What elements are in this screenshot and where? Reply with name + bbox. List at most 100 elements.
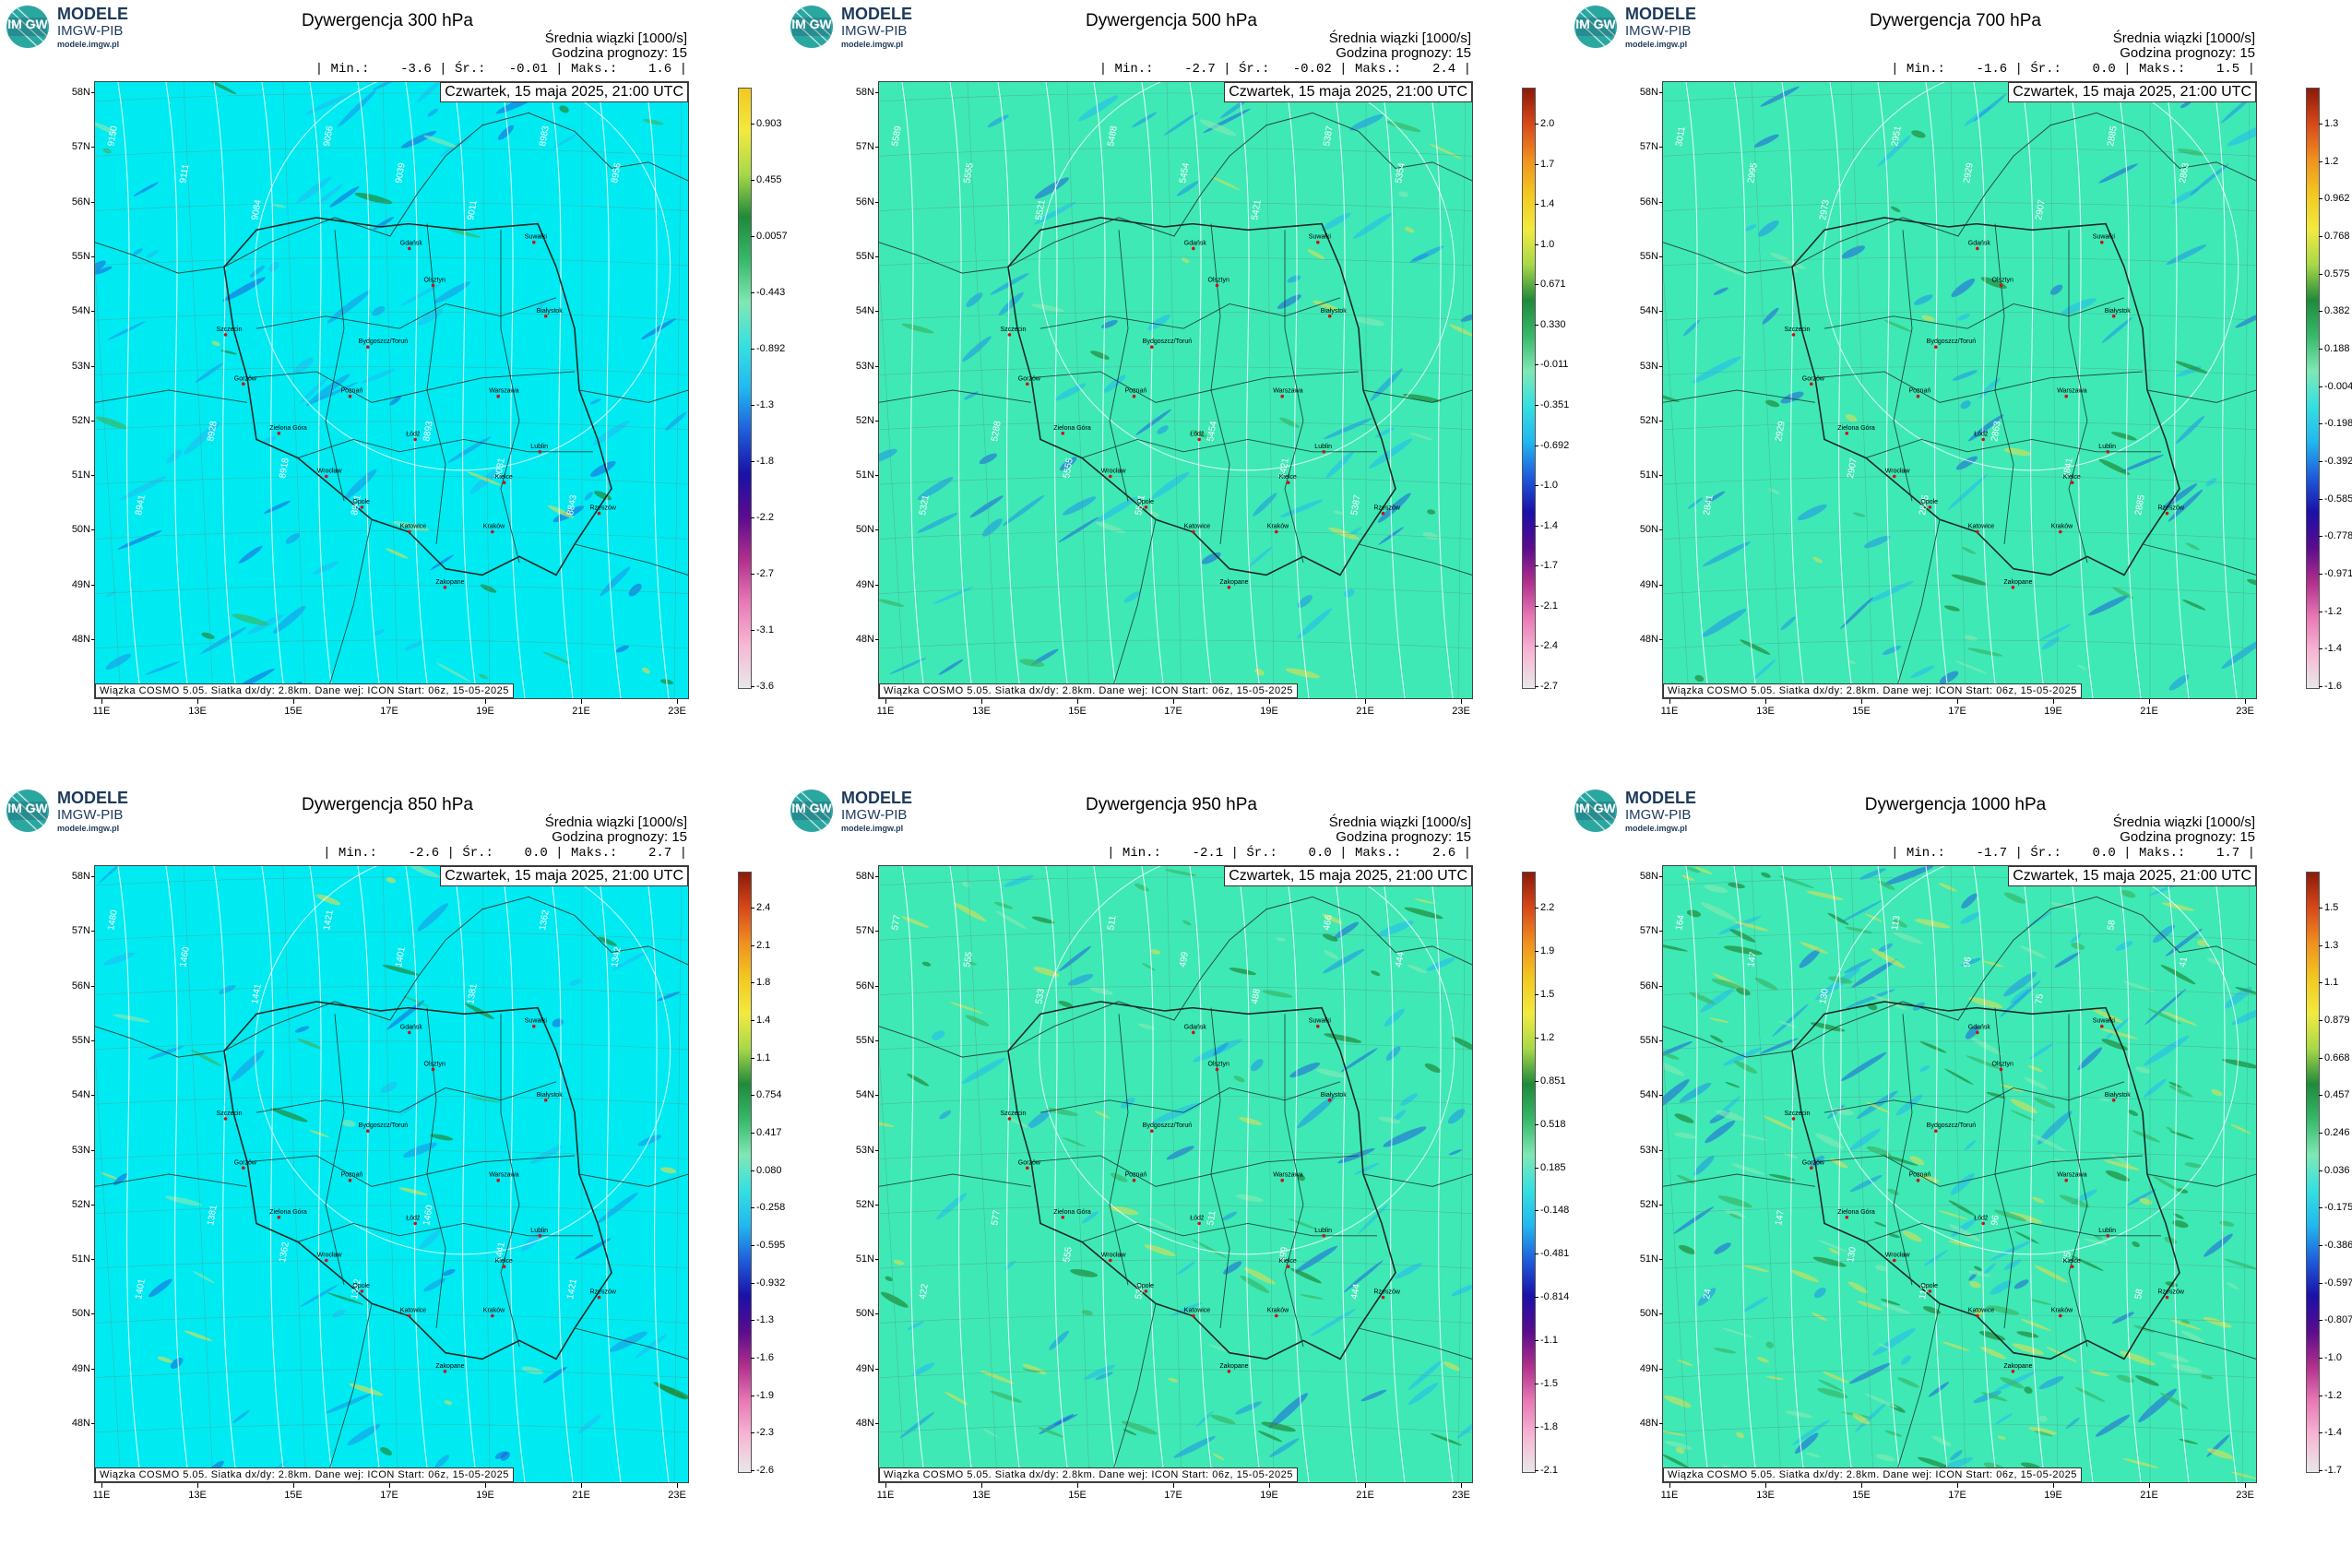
divergence-streak (166, 449, 183, 464)
divergence-streak (2126, 1189, 2156, 1206)
convergence-streak (1276, 937, 1286, 942)
contour-label: 1362 (538, 909, 552, 931)
divergence-streak (1952, 370, 1978, 381)
map-area[interactable]: 5589 5555 5521 5488 5454 5421 5387 5354 5321 5288… (878, 81, 1473, 699)
latitude-label: 50N (839, 1308, 879, 1319)
region-boundary (2142, 1327, 2256, 1360)
city-marker (1144, 1289, 1148, 1293)
city-marker (1981, 1221, 1985, 1226)
city-label: Kraków (483, 524, 505, 530)
divergence-streak (1990, 1280, 2013, 1295)
convergence-streak (1333, 510, 1344, 515)
date-label: Czwartek, 15 maja 2025, 21:00 UTC (1224, 866, 1472, 886)
map-area[interactable]: 577 555 533 511 499 488 466 444 422 577 555 533 511 4… (878, 865, 1473, 1483)
colorbar-tick-label: 1.3 (2318, 118, 2339, 129)
divergence-streak (1849, 1174, 1883, 1193)
divergence-streak (1895, 1094, 1923, 1116)
convergence-streak (2230, 1123, 2251, 1134)
convergence-streak (466, 471, 502, 486)
convergence-streak (1315, 1068, 1346, 1078)
city-label: Zakopane (435, 1363, 464, 1370)
map-area[interactable]: 9150 9111 9084 9056 9039 9011 8983 8956 8941 8928… (94, 81, 689, 699)
convergence-streak (435, 662, 471, 683)
divergence-streak (1872, 1328, 1916, 1356)
contour-label: 2929 (1962, 161, 1976, 184)
region-boundary (1823, 1081, 2125, 1113)
convergence-streak (2029, 1134, 2066, 1152)
coastline (95, 112, 688, 274)
convergence-streak (1847, 1281, 1868, 1294)
convergence-streak (1818, 1379, 1844, 1392)
colorbar-tick-label: 1.2 (1534, 1031, 1555, 1043)
contour-label: 1342 (610, 945, 624, 968)
model-footer: Wiązka COSMO 5.05. Siatka dx/dy: 2.8km. … (879, 683, 1298, 698)
city-marker (1976, 1030, 1979, 1035)
convergence-streak (270, 1107, 308, 1123)
contour-label: 8983 (538, 125, 552, 147)
divergence-streak (1923, 1250, 1948, 1266)
height-contour (1039, 82, 1455, 471)
contour-label: 5521 (1034, 198, 1048, 220)
height-contour (2069, 82, 2094, 698)
longitude-label: 13E (1747, 699, 1784, 717)
convergence-streak (1378, 1116, 1401, 1123)
city-label: Kielce (2063, 474, 2081, 481)
contour-label: 5387 (1322, 125, 1336, 147)
region-boundary (1030, 371, 1360, 403)
latitude-label: 55N (839, 1035, 879, 1046)
convergence-streak (1921, 315, 1935, 322)
height-contour (1829, 82, 1854, 698)
convergence-streak (1685, 866, 1701, 873)
convergence-streak (1969, 1280, 1981, 1289)
map-area[interactable]: 3011 2995 2973 2951 2929 2907 2885 2863 2841 2929… (1662, 81, 2257, 699)
convergence-streak (1892, 932, 1923, 944)
date-label: Czwartek, 15 maja 2025, 21:00 UTC (440, 82, 688, 102)
city-label: Katowice (400, 524, 427, 530)
contour-label: 555 (1062, 1246, 1075, 1264)
divergence-streak (912, 1362, 935, 1376)
longitude-label: 23E (659, 1483, 695, 1501)
contour-label: 8918 (278, 457, 291, 479)
divergence-streak (1841, 245, 1866, 259)
divergence-streak (1693, 356, 1741, 384)
city-marker (1109, 1258, 1112, 1263)
city-marker (1150, 345, 1154, 350)
latitude-gridline (95, 148, 688, 157)
divergence-streak (2144, 1035, 2190, 1066)
city-marker (2100, 1024, 2104, 1028)
city-label: Gorzów (234, 1159, 257, 1166)
convergence-streak (1982, 960, 2004, 968)
convergence-streak (1725, 1081, 1740, 1088)
height-contour (357, 82, 382, 698)
region-boundary (1814, 371, 2144, 403)
city-label: Olsztyn (1208, 277, 1229, 283)
latitude-label: 53N (55, 361, 95, 372)
longitude-gridline (382, 82, 398, 698)
map-area[interactable]: 1480 1460 1441 1421 1401 1381 1362 1342 1401 1381… (94, 865, 689, 1483)
latitude-gridline (879, 1095, 1472, 1105)
convergence-streak (1890, 206, 1901, 213)
convergence-streak (1931, 1435, 1952, 1447)
latitude-gridline (1663, 1423, 2256, 1433)
convergence-streak (921, 961, 932, 967)
longitude-label: 15E (1843, 699, 1880, 717)
convergence-streak (1845, 414, 1858, 422)
divergence-streak (430, 554, 455, 571)
divergence-streak (372, 305, 386, 316)
divergence-streak (1960, 400, 1971, 410)
latitude-label: 50N (55, 524, 95, 535)
divergence-streak (1294, 1245, 1338, 1274)
convergence-streak (1993, 1209, 2027, 1222)
convergence-streak (1871, 947, 1906, 969)
city-marker (1192, 1313, 1195, 1318)
convergence-streak (1427, 509, 1436, 515)
convergence-streak (2128, 1110, 2138, 1117)
divergence-streak (1700, 988, 1734, 1013)
divergence-streak (1753, 134, 1779, 148)
map-area[interactable]: 164 147 130 113 96 75 58 41 24 147 130 113 96 75 58 Gda… (1662, 865, 2257, 1483)
divergence-streak (1762, 307, 1779, 325)
convergence-streak (1944, 1068, 1974, 1086)
height-contour (357, 866, 382, 1482)
longitude-gridline (183, 82, 214, 698)
divergence-streak (1840, 1051, 1887, 1082)
